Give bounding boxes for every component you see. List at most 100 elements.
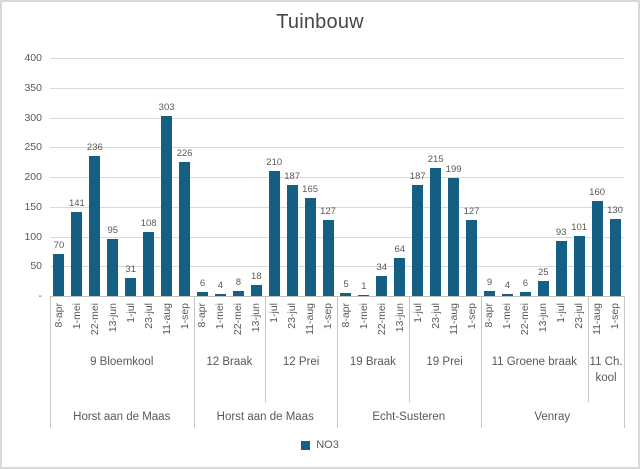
bar xyxy=(448,177,460,296)
axis-divider xyxy=(265,296,267,402)
date-tick-label: 1-jul xyxy=(124,303,137,323)
bar xyxy=(214,293,226,296)
group-label: 11 Ch. kool xyxy=(589,356,623,384)
bar-value-label: 101 xyxy=(571,221,588,233)
location-label: Echt-Susteren xyxy=(372,411,446,423)
date-tick-label: 23-jul xyxy=(142,303,155,329)
date-tick-label: 8-apr xyxy=(339,303,352,328)
date-tick-label: 11-aug xyxy=(591,303,604,335)
date-tick-label: 1-sep xyxy=(609,303,622,330)
bar-value-label: 64 xyxy=(394,243,406,255)
bar-value-label: 6 xyxy=(199,278,206,290)
bar-value-label: 127 xyxy=(320,206,336,218)
gridline xyxy=(50,147,624,149)
bar-value-label: 9 xyxy=(486,276,493,288)
bar-value-label: 95 xyxy=(107,225,119,237)
date-tick-label: 22-mei xyxy=(519,303,532,336)
y-tick-label: 350 xyxy=(24,81,42,94)
legend-swatch-icon xyxy=(301,440,311,450)
date-tick-label: 1-sep xyxy=(322,303,335,330)
bar-value-label: 5 xyxy=(343,279,349,291)
date-tick-label: 13-jun xyxy=(393,303,406,333)
bar xyxy=(483,290,495,296)
bar-value-label: 70 xyxy=(53,240,65,252)
gridline xyxy=(50,236,624,238)
bar-value-label: 215 xyxy=(427,154,444,166)
date-tick-label: 13-jun xyxy=(106,303,119,333)
date-tick-label: 1-sep xyxy=(465,303,478,330)
gridline xyxy=(50,58,624,59)
group-label: 12 Braak xyxy=(206,356,253,368)
date-tick-label: 22-mei xyxy=(88,303,101,336)
date-tick-label: 22-mei xyxy=(375,303,388,336)
date-tick-label: 22-mei xyxy=(232,303,245,336)
date-tick-label: 1-jul xyxy=(555,303,568,323)
date-tick-label: 8-apr xyxy=(483,303,496,328)
bar xyxy=(609,218,621,296)
bar-value-label: 141 xyxy=(68,198,85,210)
axis-divider xyxy=(624,296,625,428)
axis-divider xyxy=(408,296,410,402)
bar xyxy=(519,292,531,296)
bar xyxy=(537,281,549,296)
date-tick-label: 1-mei xyxy=(357,303,370,330)
bar xyxy=(71,212,83,296)
date-tick-label: 8-apr xyxy=(52,303,65,328)
y-tick-label: 100 xyxy=(24,230,42,243)
date-tick-label: 13-jun xyxy=(250,303,263,333)
group-label: 19 Braak xyxy=(349,356,396,368)
bar xyxy=(466,220,478,296)
group-label: 9 Bloemkool xyxy=(90,356,154,368)
date-tick-label: 1-mei xyxy=(501,303,514,330)
date-tick-label: 1-jul xyxy=(411,303,424,323)
bar-value-label: 31 xyxy=(125,263,136,275)
bar xyxy=(394,257,406,296)
bar xyxy=(143,231,155,296)
bar xyxy=(591,200,603,296)
bar-value-label: 8 xyxy=(235,277,241,289)
date-tick-label: 8-apr xyxy=(196,303,209,328)
axis-divider xyxy=(193,296,195,428)
chart-title: Tuinbouw xyxy=(276,11,364,33)
date-tick-label: 23-jul xyxy=(429,303,442,329)
gridline xyxy=(50,87,624,89)
location-label: Horst aan de Maas xyxy=(216,411,314,423)
bar xyxy=(376,275,388,296)
bar xyxy=(196,292,208,296)
bar-value-label: 130 xyxy=(607,204,623,216)
legend-label: NO3 xyxy=(316,439,339,451)
bar xyxy=(304,197,316,296)
bar-value-label: 199 xyxy=(445,163,462,175)
date-tick-label: 11-aug xyxy=(304,303,317,335)
group-label: 19 Prei xyxy=(426,356,463,368)
bar-value-label: 236 xyxy=(86,141,103,153)
bar-value-label: 1 xyxy=(361,281,367,292)
date-tick-label: 11-aug xyxy=(447,303,460,335)
location-label: Horst aan de Maas xyxy=(73,411,171,423)
bar xyxy=(322,220,334,296)
bar xyxy=(412,184,424,296)
bar-value-label: 303 xyxy=(158,101,175,113)
bar-value-label: 25 xyxy=(537,267,549,279)
bar xyxy=(89,155,101,296)
bar xyxy=(555,240,567,296)
y-tick-label: 50 xyxy=(30,260,42,273)
bar-value-label: 6 xyxy=(522,278,528,290)
bar xyxy=(501,293,513,296)
y-tick-label: 200 xyxy=(24,171,42,183)
gridline xyxy=(50,177,624,178)
bar xyxy=(286,184,298,296)
gridline xyxy=(50,117,624,119)
bar xyxy=(250,285,262,296)
bar xyxy=(268,171,280,296)
axis-divider xyxy=(480,296,482,428)
location-label: Venray xyxy=(534,411,571,423)
date-tick-label: 11-aug xyxy=(160,303,173,335)
y-tick-label: 250 xyxy=(24,141,42,154)
y-tick-label: 300 xyxy=(24,111,42,124)
date-tick-label: 1-sep xyxy=(178,303,191,330)
legend: NO3 xyxy=(2,439,638,451)
bar-value-label: 127 xyxy=(463,206,480,218)
bar xyxy=(358,295,370,296)
